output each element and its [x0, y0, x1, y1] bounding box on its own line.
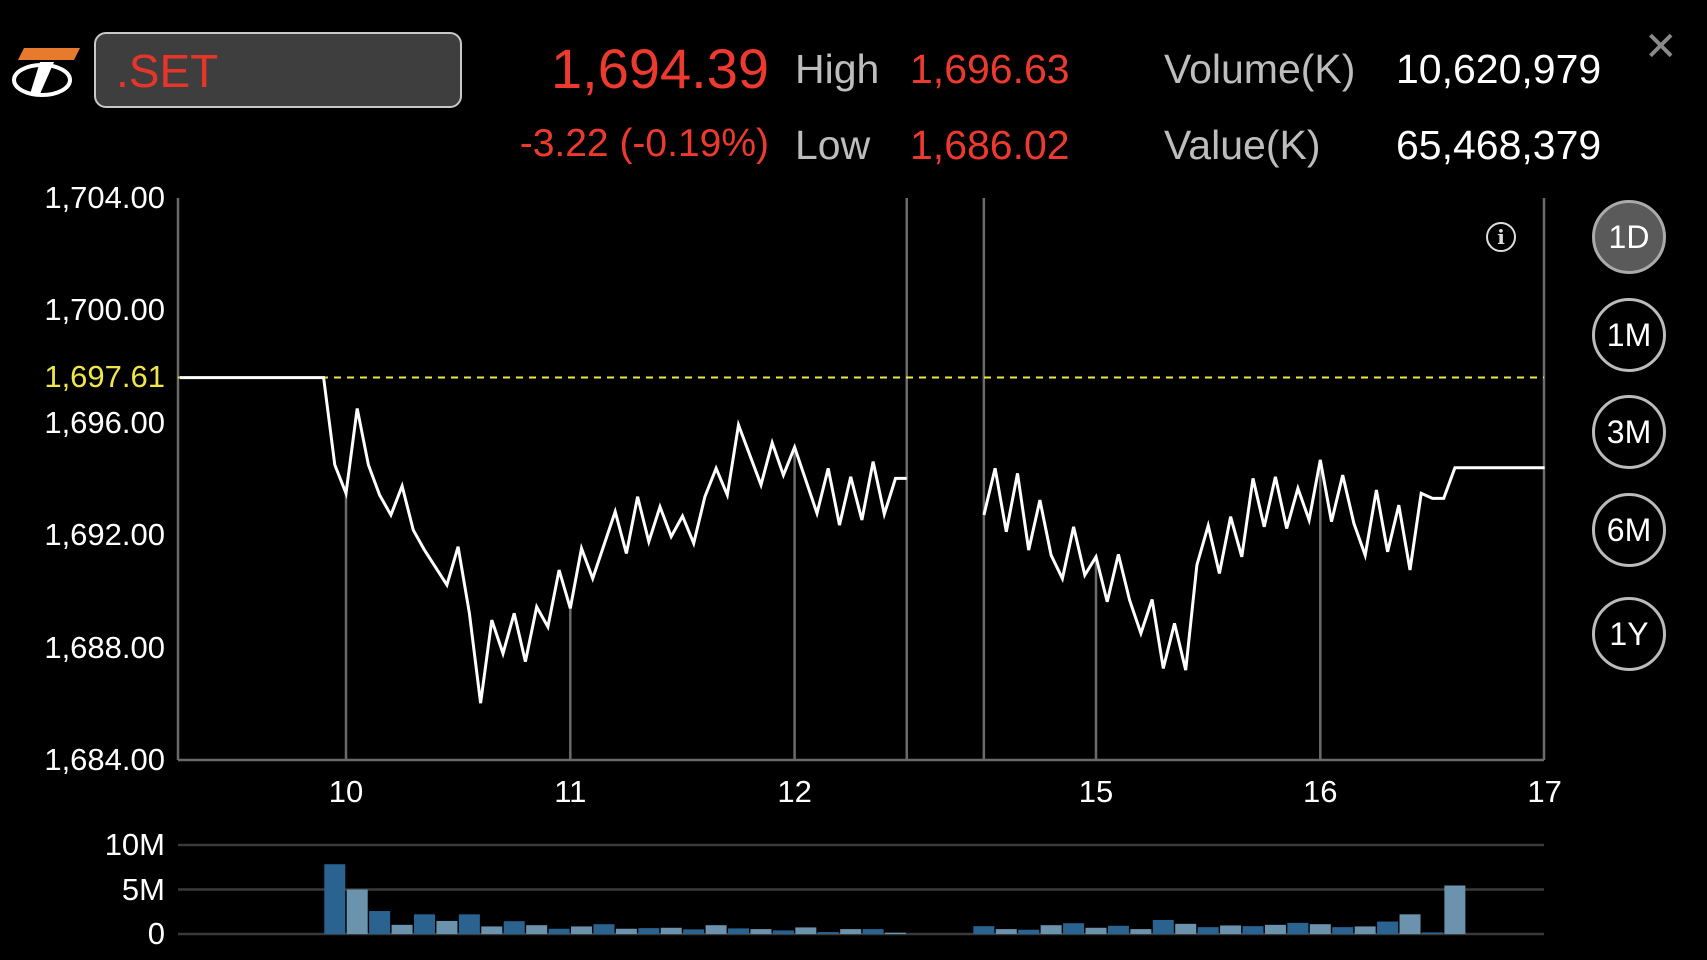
volume-bar [1309, 924, 1331, 934]
volume-tick-label: 5M [121, 871, 165, 907]
price-tick-label: 1,692.00 [44, 517, 165, 553]
volume-label: Volume(K) [1164, 46, 1356, 92]
symbol-text: .SET [116, 45, 219, 97]
volume-bar [1377, 921, 1399, 934]
info-icon[interactable]: i [1486, 222, 1516, 252]
volume-bar [1332, 927, 1354, 934]
close-icon[interactable]: ✕ [1644, 25, 1678, 69]
volume-bar [548, 928, 570, 934]
volume-bar [1107, 925, 1129, 934]
volume-bar [458, 914, 480, 934]
price-tick-label: 1,684.00 [44, 742, 165, 777]
brand-logo-icon [12, 48, 80, 97]
volume-bar [1063, 923, 1085, 934]
volume-bar [571, 926, 593, 934]
range-button-1d[interactable]: 1D [1592, 200, 1666, 274]
price-change: -3.22 (-0.19%) [519, 122, 769, 165]
volume-bar [840, 929, 862, 934]
volume-bar [1399, 914, 1421, 934]
volume-bar [593, 924, 615, 934]
range-button-3m[interactable]: 3M [1592, 395, 1666, 469]
volume-bar [481, 926, 503, 934]
volume-bar [885, 932, 907, 934]
volume-bar [660, 927, 682, 934]
range-button-1y[interactable]: 1Y [1592, 597, 1666, 671]
volume-bar [346, 889, 368, 934]
volume-bar [862, 929, 884, 934]
volume-bar [615, 928, 637, 934]
volume-bar [1130, 929, 1152, 934]
volume-bar [795, 927, 817, 934]
time-tick-label: 12 [777, 774, 812, 809]
last-price: 1,694.39 [551, 37, 769, 100]
volume-bar [1220, 925, 1242, 934]
symbol-search-input[interactable]: .SET [94, 32, 462, 108]
volume-bar [817, 932, 839, 934]
low-value: 1,686.02 [910, 122, 1070, 168]
volume-tick-label: 10M [104, 827, 165, 862]
time-tick-label: 16 [1303, 774, 1338, 809]
low-label: Low [795, 122, 871, 168]
time-tick-label: 17 [1527, 774, 1562, 809]
price-tick-label: 1,696.00 [44, 404, 165, 440]
high-label: High [795, 46, 880, 92]
volume-bar [1354, 926, 1376, 934]
volume-bar [728, 928, 750, 934]
value-label: Value(K) [1164, 122, 1321, 168]
volume-bar [1421, 932, 1443, 934]
volume-bar [391, 924, 413, 934]
volume-bar [772, 930, 794, 934]
volume-bar [750, 929, 772, 934]
volume-bar [1197, 927, 1219, 934]
volume-bar [1018, 929, 1040, 934]
volume-bar [683, 929, 705, 934]
value-value: 65,468,379 [1396, 122, 1602, 168]
time-tick-label: 11 [554, 774, 587, 809]
volume-bar [1152, 919, 1174, 934]
volume-bar [436, 920, 458, 934]
price-line-session-1 [180, 376, 907, 704]
volume-bar [503, 921, 525, 934]
volume-bar [1444, 885, 1466, 934]
volume-bar [1264, 924, 1286, 934]
range-button-6m[interactable]: 6M [1592, 493, 1666, 567]
volume-bar [369, 911, 391, 934]
time-tick-label: 10 [328, 774, 364, 809]
price-line-session-2 [982, 459, 1545, 671]
volume-value: 10,620,979 [1396, 46, 1602, 92]
range-button-1m[interactable]: 1M [1592, 298, 1666, 372]
volume-bar [995, 929, 1017, 934]
volume-bar [414, 914, 436, 934]
volume-bar [973, 926, 995, 934]
time-tick-label: 15 [1078, 774, 1114, 809]
volume-bar [1040, 925, 1062, 934]
high-value: 1,696.63 [910, 46, 1070, 92]
volume-bar [1287, 922, 1309, 934]
volume-bar [324, 864, 346, 934]
volume-tick-label: 0 [147, 916, 165, 951]
volume-bar [1242, 926, 1264, 934]
price-tick-label: 1,700.00 [44, 292, 165, 328]
volume-bar [705, 925, 727, 934]
volume-bar [638, 928, 660, 934]
price-tick-label: 1,688.00 [44, 629, 165, 665]
price-tick-label: 1,704.00 [44, 180, 165, 215]
reference-price-label: 1,697.61 [44, 359, 165, 394]
volume-bar [1175, 923, 1197, 934]
volume-bar [526, 925, 548, 934]
volume-bar [1085, 927, 1107, 934]
